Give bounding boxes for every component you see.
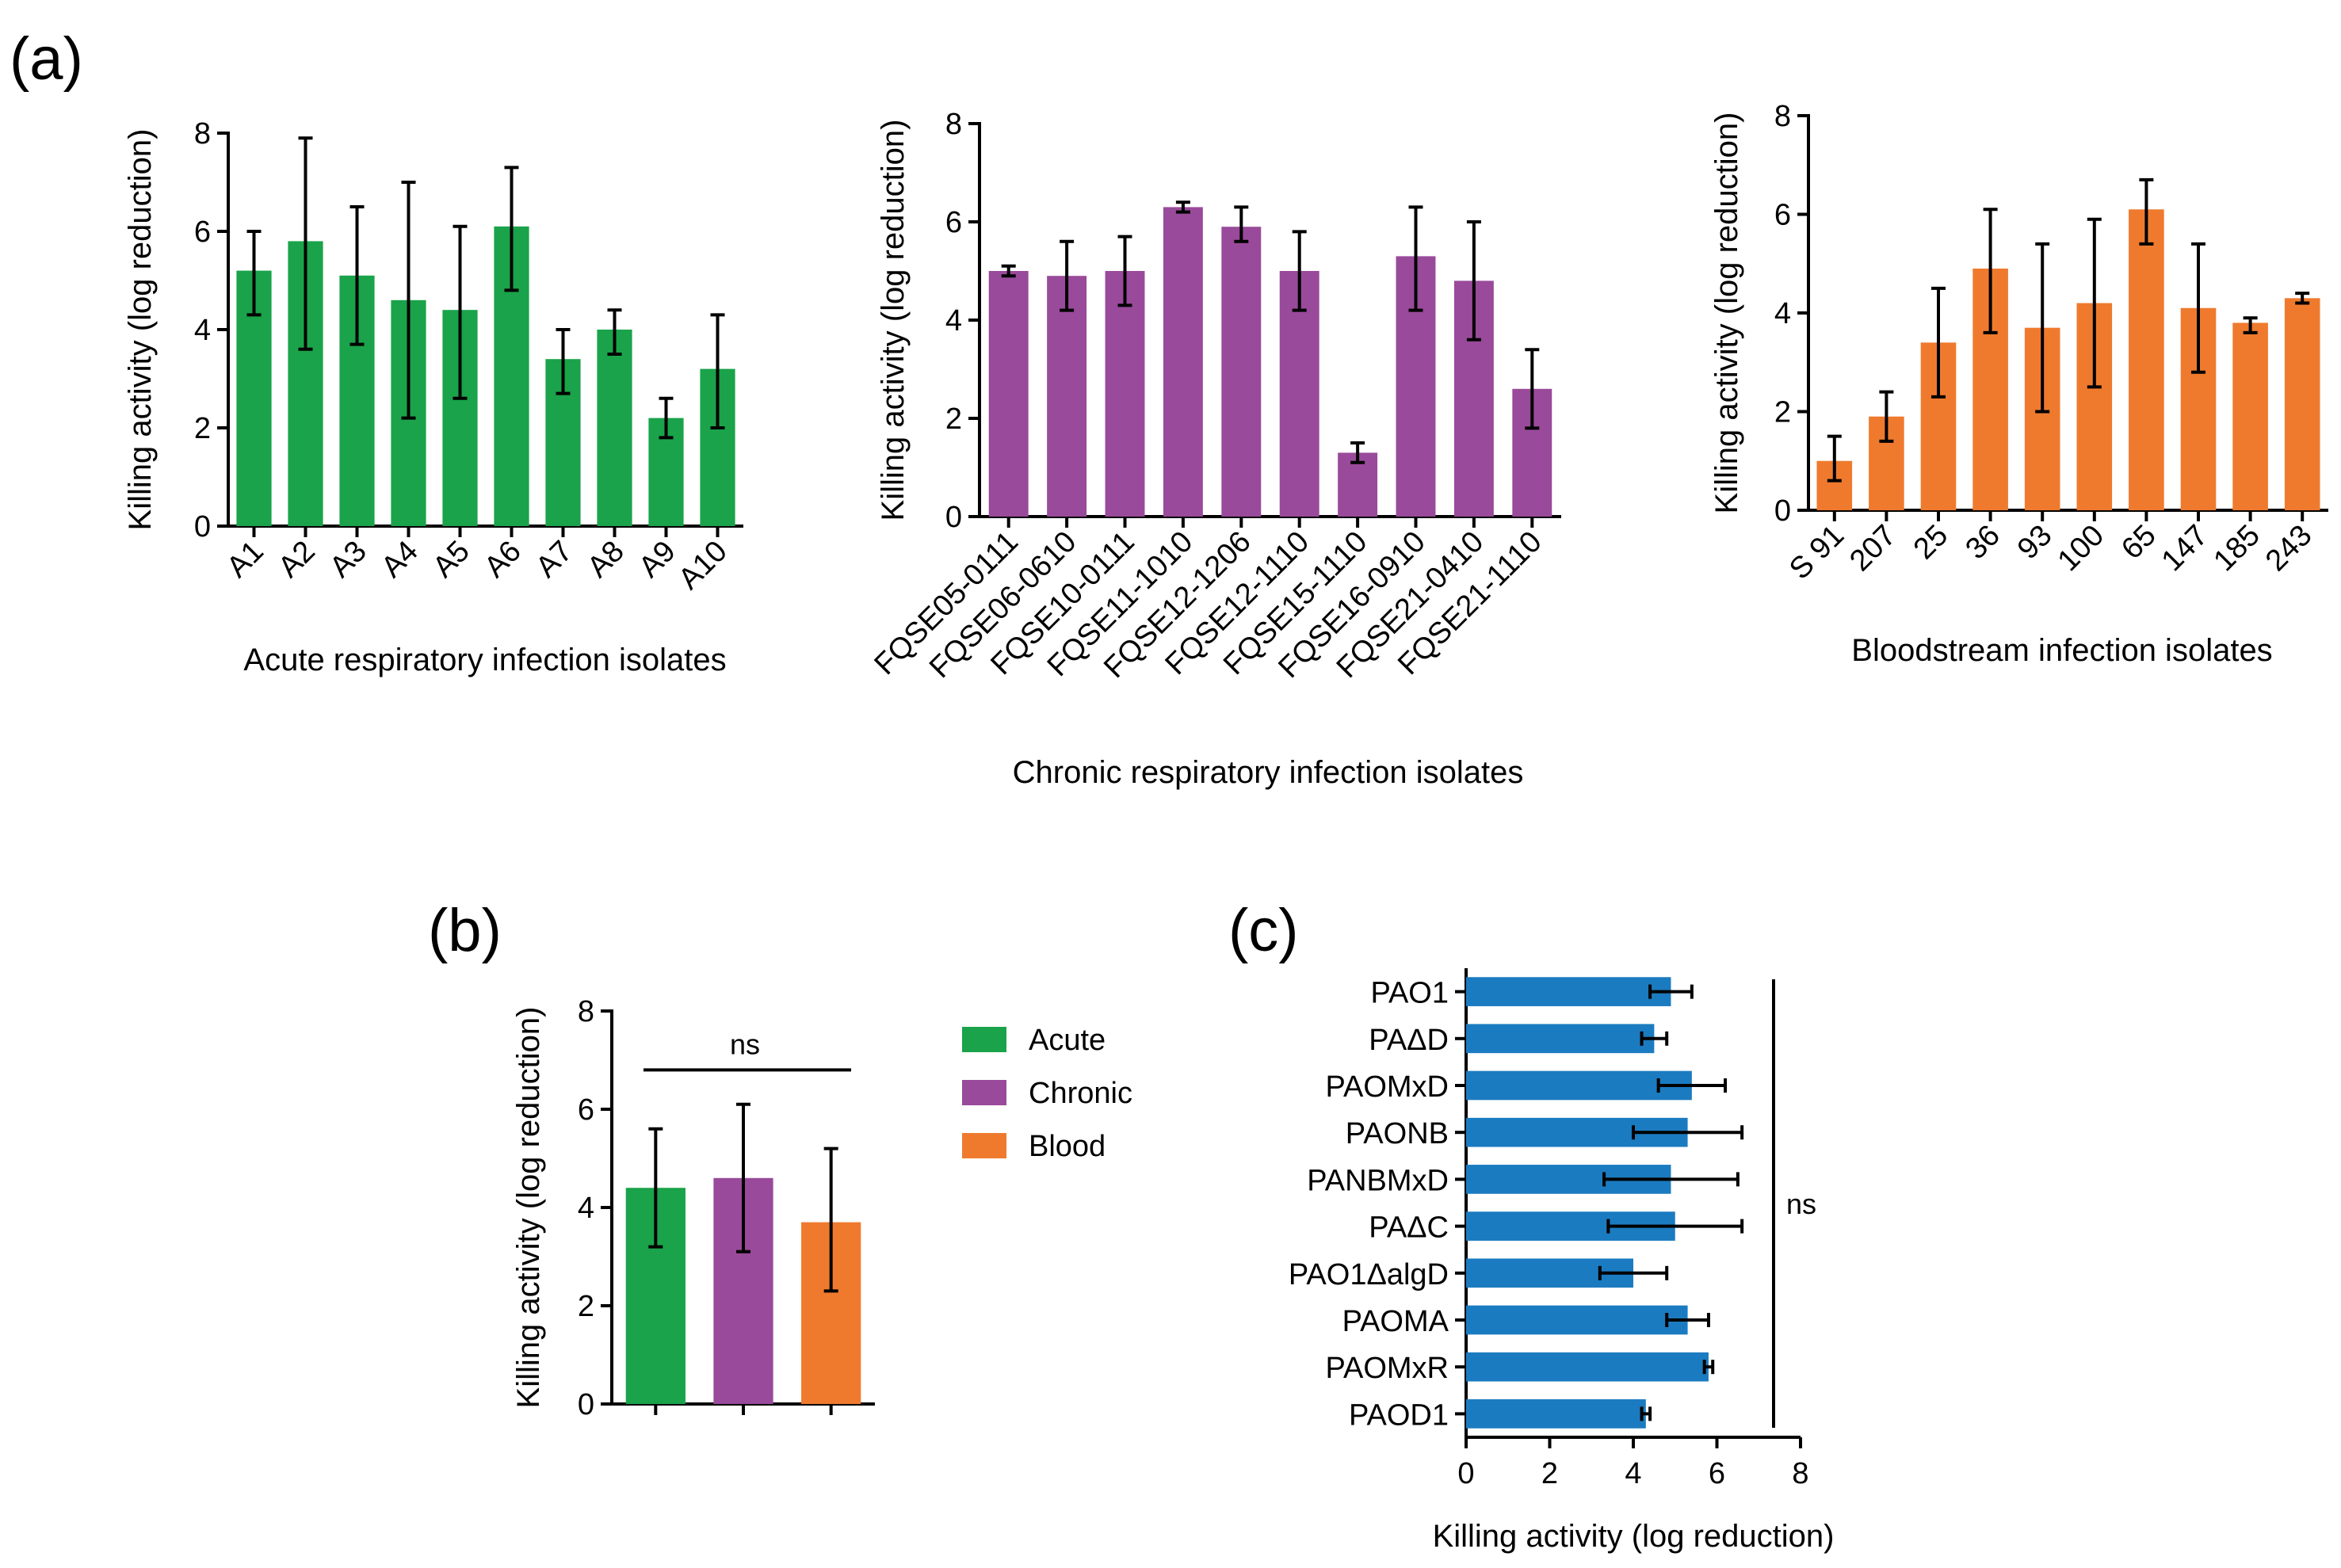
y-tick-label: PAO1ΔalgD [1289,1258,1449,1291]
bar [1163,207,1203,517]
x-tick-label: A2 [272,535,322,585]
y-tick-label: 0 [945,501,962,534]
y-tick-label: 4 [194,314,211,347]
bar [597,330,632,526]
y-tick-label: PAΔC [1369,1211,1449,1245]
y-axis-title: Killing activity (log reduction) [876,120,911,521]
y-tick-label: 6 [1774,199,1791,232]
x-tick-label: A5 [426,535,476,585]
bar [1279,271,1319,517]
x-axis-title: Acute respiratory infection isolates [243,643,726,677]
y-tick-label: 4 [578,1192,594,1225]
y-tick-label: 8 [578,995,594,1028]
x-tick-label: 4 [1625,1457,1641,1490]
bar [1047,276,1087,517]
legend-swatch-acute [962,1027,1006,1052]
y-tick-label: PAONB [1346,1117,1449,1150]
y-tick-label: 4 [945,304,962,338]
x-tick-label: 185 [2207,519,2267,578]
y-tick-label: PAΔD [1369,1024,1449,1057]
y-tick-label: 0 [578,1388,594,1421]
x-tick-label: A8 [581,535,631,585]
y-tick-label: 6 [578,1093,594,1127]
x-tick-label: 65 [2115,519,2163,567]
y-axis-title: Killing activity (log reduction) [123,129,158,531]
x-tick-label: A7 [529,535,579,585]
bar [1466,1399,1646,1429]
x-tick-label: 25 [1908,519,1955,567]
y-tick-label: 6 [945,206,962,239]
x-tick-label: 147 [2156,519,2215,578]
significance-label: ns [1786,1188,1816,1220]
bar [1466,1070,1692,1101]
y-axis-title: Killing activity (log reduction) [511,1007,546,1409]
x-tick-label: 8 [1792,1457,1808,1490]
bar [2232,322,2268,510]
y-tick-label: 2 [194,412,211,445]
significance-label: ns [730,1028,760,1060]
x-axis-title: Chronic respiratory infection isolates [1013,755,1524,790]
y-tick-label: 8 [1774,100,1791,133]
bar [2284,298,2320,510]
y-tick-label: 6 [194,216,211,249]
y-tick-label: PAOD1 [1349,1398,1449,1432]
x-tick-label: A3 [323,535,373,585]
y-tick-label: 2 [945,402,962,436]
legend-swatch-blood [962,1133,1006,1158]
x-tick-label: 0 [1457,1457,1474,1490]
x-tick-label: 100 [2052,519,2111,578]
x-tick-label: A9 [632,535,682,585]
y-tick-label: PAOMA [1342,1305,1449,1338]
chart-mutant-strains: 0 2 4 6 8 PAO1 PAΔD PAOMxD PAONB PANBMxD PAΔC PAO1Δ… [1289,968,1835,1554]
bar [1466,1352,1709,1382]
x-tick-label: 6 [1709,1457,1725,1490]
chart-bloodstream-isolates: 0 2 4 6 8 Killing activity (log reduction) S 9… [1709,100,2328,668]
y-axis-title: Killing activity (log reduction) [1709,113,1744,514]
x-tick-label: 2 [1541,1457,1558,1490]
y-tick-label: 8 [194,117,211,151]
bar [2129,209,2164,510]
bar [1466,977,1671,1006]
x-axis-title: Bloodstream infection isolates [1851,633,2272,668]
bar [1466,1024,1655,1054]
x-tick-label: 207 [1843,519,1903,578]
y-tick-label: 2 [1774,396,1791,429]
x-tick-label: S 91 [1783,519,1850,586]
y-tick-label: PAO1 [1370,977,1449,1010]
legend-label-chronic: Chronic [1029,1077,1132,1110]
legend-label-acute: Acute [1029,1024,1106,1057]
y-tick-label: 0 [194,510,211,544]
x-tick-label: A4 [375,535,425,585]
bar [1221,227,1262,517]
y-tick-label: PAOMxD [1325,1070,1449,1104]
x-tick-label: A1 [220,535,270,585]
panel-label-a: (a) [10,25,83,93]
y-tick-label: PANBMxD [1307,1164,1449,1197]
bar [1105,271,1145,517]
x-axis-title: Killing activity (log reduction) [1433,1519,1835,1554]
panel-label-b: (b) [428,897,502,964]
x-tick-label: A6 [478,535,528,585]
legend-swatch-chronic [962,1080,1006,1105]
x-tick-label: 36 [1959,519,2007,567]
bar [1466,1305,1688,1335]
y-tick-label: 8 [945,108,962,141]
y-tick-label: 4 [1774,297,1791,330]
chart-summary-groups: 0 2 4 6 8 Killing activity (log reduction) ns A… [511,995,1132,1421]
y-tick-label: 2 [578,1290,594,1323]
panel-label-c: (c) [1228,897,1299,964]
x-tick-label: 243 [2259,519,2319,578]
x-tick-label: 93 [2011,519,2059,567]
bar [988,271,1029,517]
legend-label-blood: Blood [1029,1130,1106,1163]
y-tick-label: 0 [1774,494,1791,528]
x-tick-label: A10 [672,535,734,597]
y-tick-label: PAOMxR [1325,1352,1449,1385]
